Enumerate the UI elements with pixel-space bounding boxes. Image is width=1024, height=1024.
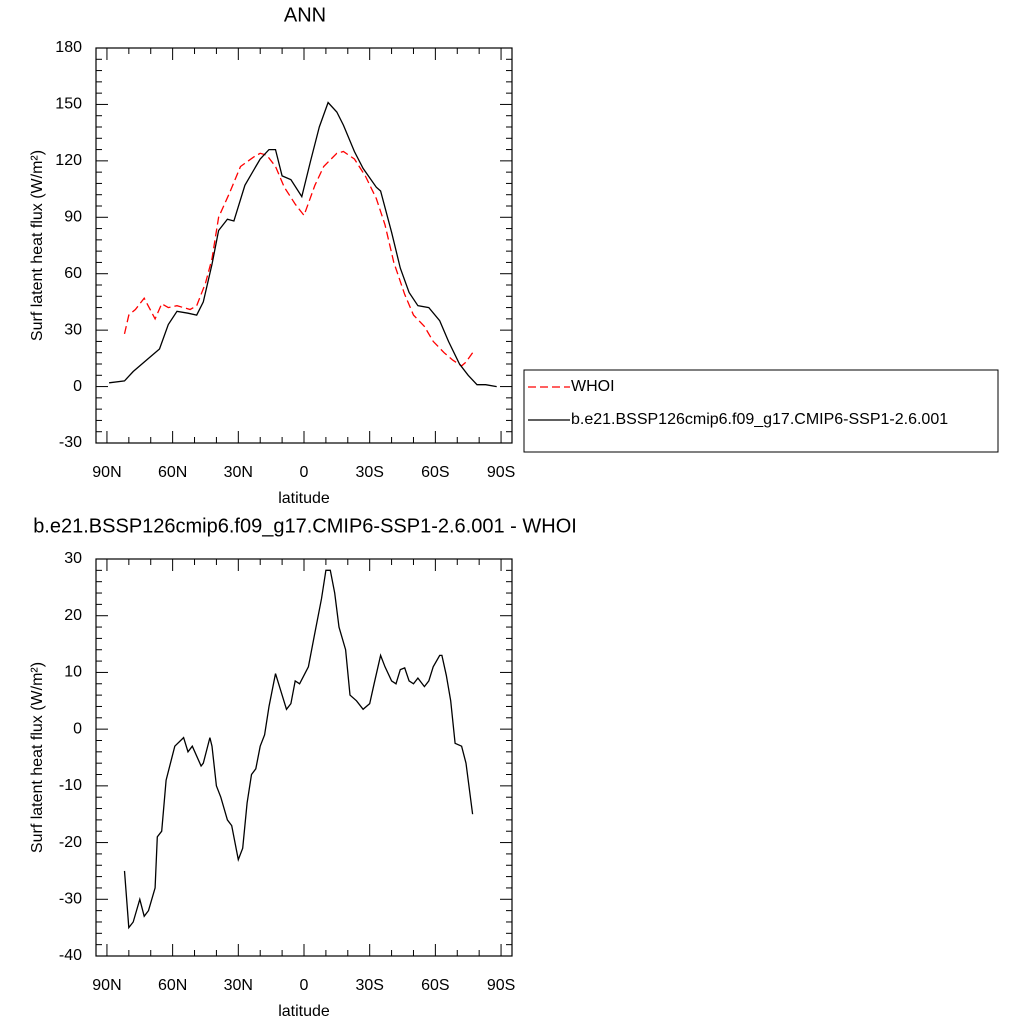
y-tick-label: -10 — [59, 777, 82, 794]
x-tick-label: 90N — [92, 464, 121, 481]
y-tick-label: 120 — [55, 152, 82, 169]
legend-label: WHOI — [571, 378, 615, 395]
x-tick-label: 60S — [421, 977, 449, 994]
x-tick-label: 60S — [421, 464, 449, 481]
x-axis-label: latitude — [278, 1003, 330, 1020]
y-tick-label: -20 — [59, 834, 82, 851]
y-tick-label: 90 — [64, 209, 82, 226]
y-tick-label: -30 — [59, 434, 82, 451]
y-tick-label: -30 — [59, 891, 82, 908]
y-tick-label: 10 — [64, 664, 82, 681]
x-tick-label: 90S — [487, 464, 515, 481]
data-line — [123, 150, 474, 367]
x-tick-label: 0 — [300, 464, 309, 481]
legend-label: b.e21.BSSP126cmip6.f09_g17.CMIP6-SSP1-2.… — [571, 411, 948, 428]
y-tick-label: 60 — [64, 265, 82, 282]
chart-title: ANN — [284, 4, 326, 26]
y-tick-label: 150 — [55, 96, 82, 113]
x-tick-label: 90S — [487, 977, 515, 994]
y-axis-label: Surf latent heat flux (W/m²) — [29, 150, 46, 341]
y-tick-label: 20 — [64, 607, 82, 624]
plot-frame — [95, 47, 513, 444]
y-axis-label: Surf latent heat flux (W/m²) — [29, 662, 46, 853]
y-tick-label: 0 — [73, 378, 82, 395]
x-tick-label: 60N — [158, 464, 187, 481]
x-tick-label: 90N — [92, 977, 121, 994]
x-tick-label: 30N — [224, 977, 253, 994]
x-tick-label: 30N — [224, 464, 253, 481]
data-line — [123, 569, 474, 930]
y-tick-label: 0 — [73, 720, 82, 737]
y-tick-label: 180 — [55, 39, 82, 56]
x-tick-label: 60N — [158, 977, 187, 994]
y-tick-label: -40 — [59, 947, 82, 964]
plot-frame — [95, 558, 513, 957]
x-axis-label: latitude — [278, 490, 330, 507]
y-tick-label: 30 — [64, 321, 82, 338]
chart-title: b.e21.BSSP126cmip6.f09_g17.CMIP6-SSP1-2.… — [33, 515, 577, 537]
x-tick-label: 30S — [355, 977, 383, 994]
y-tick-label: 30 — [64, 550, 82, 567]
legend-box — [523, 369, 999, 453]
x-tick-label: 30S — [355, 464, 383, 481]
x-tick-label: 0 — [300, 977, 309, 994]
data-line — [109, 101, 497, 388]
